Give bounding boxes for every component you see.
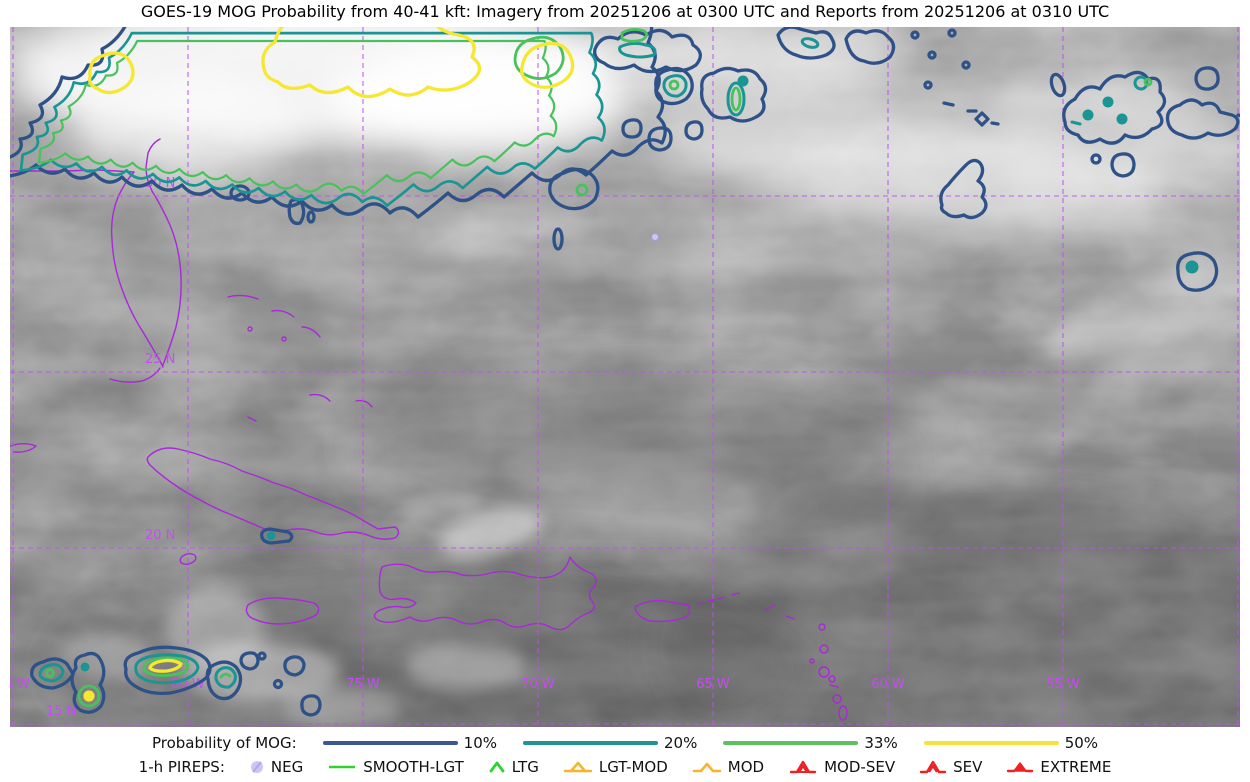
legend-item-ltg: LTG [488, 758, 539, 776]
contour-10pct-layer [10, 27, 1240, 717]
florida-keys-coastline [109, 367, 161, 383]
probability-legend-label: Probability of MOG: [151, 733, 297, 752]
mod-sev-pirep-icon [789, 760, 817, 774]
satellite-imagery-layer [10, 27, 1240, 727]
mod-pirep-icon [692, 762, 722, 773]
lgt-mod-pirep-icon [563, 761, 593, 773]
lon-label-65w: 65 W [696, 677, 730, 692]
page-title: GOES-19 MOG Probability from 40-41 kft: … [140, 2, 1110, 21]
prob-10-label: 10% [463, 733, 498, 752]
neg-label: NEG [270, 758, 304, 776]
legend-item-mod-sev: MOD-SEV [788, 758, 895, 776]
puerto-rico-coastline [634, 599, 691, 623]
lon-label-70w: 70 W [521, 677, 555, 692]
florida-east-coastline [145, 138, 182, 366]
prob-50-label: 50% [1064, 733, 1099, 752]
ltg-label: LTG [511, 758, 539, 776]
legend-item-neg: NEG [249, 758, 303, 776]
lgt-mod-label: LGT-MOD [598, 758, 668, 776]
lat-label-25n: 25 N [145, 352, 175, 367]
jamaica-coastline [245, 597, 320, 625]
sev-pirep-icon [919, 760, 947, 774]
hispaniola-coastline [373, 556, 597, 631]
prob-20-line [523, 740, 659, 745]
prob-20-label: 20% [664, 733, 698, 752]
prob-10-line [322, 740, 458, 745]
pireps-legend-label: 1-h PIREPS: [138, 758, 225, 776]
lon-label-85w: 85 W [10, 677, 30, 692]
mod-sev-label: MOD-SEV [824, 758, 896, 776]
gridlines-layer [10, 27, 1240, 727]
lon-label-75w: 75 W [346, 677, 380, 692]
contour-20pct-layer [19, 31, 1199, 689]
legend-item-10pct: 10% [322, 733, 498, 752]
gulf-coast-florida-coastline [10, 169, 164, 368]
legend-item-20pct: 20% [523, 734, 697, 752]
cuba-coastline [146, 447, 400, 540]
neg-pirep-icon [250, 761, 263, 773]
legend-item-33pct: 33% [723, 733, 898, 752]
lesser-antilles-coastlines [697, 592, 848, 721]
lon-label-60w: 60 W [871, 677, 905, 692]
legend-item-lgt-mod: LGT-MOD [563, 758, 668, 776]
smooth-lgt-label: SMOOTH-LGT [363, 758, 464, 776]
yucatan-coastline [10, 443, 37, 453]
prob-33-label: 33% [864, 733, 898, 752]
legend-item-50pct: 50% [923, 733, 1099, 752]
probability-legend: Probability of MOG: 10% 20% 33% 50% [0, 732, 1250, 753]
legend-item-mod: MOD [692, 758, 764, 776]
sev-label: SEV [953, 758, 983, 776]
contour-50pct-layer [83, 27, 575, 702]
isla-juventud-coastline [179, 553, 197, 565]
lat-label-15n: 15 N [46, 704, 76, 719]
lon-label-55w: 55 W [1046, 677, 1080, 692]
mod-label: MOD [727, 758, 765, 776]
legend-item-smooth-lgt: SMOOTH-LGT [327, 758, 464, 776]
extreme-pirep-icon [1007, 762, 1034, 773]
pireps-legend: 1-h PIREPS: NEG SMOOTH-LGT LTG LGT-MOD M… [0, 756, 1250, 778]
bahamas-coastlines [227, 294, 373, 422]
contour-33pct-layer [37, 28, 1153, 708]
lat-label-20n: 20 N [145, 528, 175, 543]
legend-item-extreme: EXTREME [1006, 758, 1111, 776]
prob-33-line [723, 740, 859, 745]
ltg-pirep-icon [489, 761, 505, 773]
neg-pirep-marker [651, 233, 659, 241]
satellite-map: 30 N 25 N 20 N 15 N 85 W 80 W 75 W 70 W … [10, 27, 1240, 727]
legend-item-sev: SEV [919, 758, 982, 776]
prob-50-line [923, 740, 1059, 745]
coastlines-layer [10, 138, 848, 721]
smooth-lgt-pirep-icon [329, 765, 356, 769]
extreme-label: EXTREME [1040, 758, 1112, 776]
